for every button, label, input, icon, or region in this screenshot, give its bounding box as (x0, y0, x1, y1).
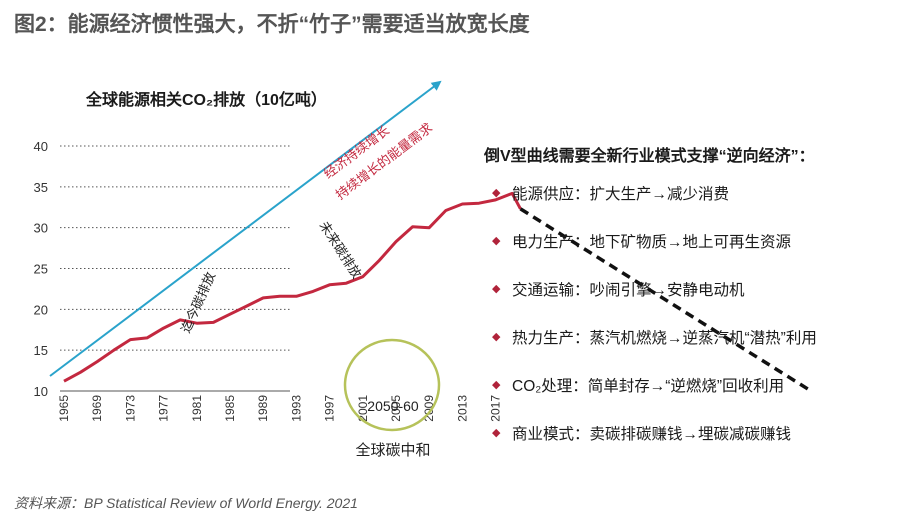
bullet-icon: ◆ (492, 331, 501, 343)
past-emissions-label: 迄今碳排放 (178, 270, 218, 335)
carbon-neutral-circle (343, 338, 441, 432)
industry-shift-list: ◆ 能源供应：扩大生产→减少消费 ◆ 电力生产：地下矿物质→地上可再生资源 ◆ 交通运… (492, 182, 817, 470)
x-tick-label: 1977 (157, 395, 171, 422)
y-tick-label: 25 (34, 262, 48, 277)
list-item-text: 电力生产：地下矿物质→地上可再生资源 (512, 234, 792, 251)
y-tick-label: 20 (34, 302, 48, 317)
future-emissions-label: 未来碳排放 (316, 218, 364, 281)
list-item: ◆ 能源供应：扩大生产→减少消费 (492, 182, 817, 230)
target-period-label: 2050-60 (367, 398, 419, 414)
x-tick-label: 2017 (489, 395, 503, 422)
right-panel-title: 倒V型曲线需要全新行业模式支撑“逆向经济”： (484, 148, 815, 165)
x-tick-label: 1981 (190, 395, 204, 422)
list-item-text: 交通运输：吵闹引擎→安静电动机 (512, 282, 745, 299)
bullet-icon: ◆ (492, 379, 501, 391)
y-tick-label: 10 (34, 384, 48, 399)
list-item-text: 商业模式：卖碳排碳赚钱→埋碳减碳赚钱 (512, 426, 792, 443)
bullet-icon: ◆ (492, 283, 501, 295)
bullet-icon: ◆ (492, 427, 501, 439)
x-tick-label: 1993 (289, 395, 303, 422)
y-tick-label: 40 (34, 139, 48, 154)
x-tick-label: 2005 (389, 395, 403, 422)
list-item: ◆ 商业模式：卖碳排碳赚钱→埋碳减碳赚钱 (492, 422, 817, 470)
y-tick-label: 35 (34, 180, 48, 195)
series-line-future-emissions (519, 207, 812, 393)
series-line-past-emissions (63, 191, 522, 383)
chart-title: 全球能源相关CO₂排放（10亿吨） (85, 90, 327, 109)
y-tick-label: 15 (34, 343, 48, 358)
x-tick-label: 1969 (90, 395, 104, 422)
list-item: ◆ 电力生产：地下矿物质→地上可再生资源 (492, 230, 817, 278)
x-tick-label: 1997 (323, 395, 337, 422)
x-tick-label: 2013 (455, 395, 469, 422)
y-tick-label: 30 (34, 221, 48, 236)
list-item-text: CO₂处理：简单封存→“逆燃烧”回收利用 (512, 378, 785, 395)
bullet-icon: ◆ (492, 187, 501, 199)
x-tick-label: 2001 (356, 395, 370, 422)
list-item: ◆ CO₂处理：简单封存→“逆燃烧”回收利用 (492, 374, 817, 422)
x-tick-label: 1965 (57, 395, 71, 422)
source-note: 资料来源：BP Statistical Review of World Ener… (14, 495, 358, 511)
x-tick-label: 1989 (256, 395, 270, 422)
list-item-text: 能源供应：扩大生产→减少消费 (512, 186, 730, 203)
x-tick-label: 1985 (223, 395, 237, 422)
list-item: ◆ 交通运输：吵闹引擎→安静电动机 (492, 278, 817, 326)
carbon-neutral-label: 全球碳中和 (355, 441, 430, 459)
list-item-text: 热力生产：蒸汽机燃烧→逆蒸汽机“潜热”利用 (512, 330, 817, 347)
page-title: 图2：能源经济惯性强大，不折“竹子”需要适当放宽长度 (14, 13, 530, 36)
list-item: ◆ 热力生产：蒸汽机燃烧→逆蒸汽机“潜热”利用 (492, 326, 817, 374)
x-tick-label: 1973 (123, 395, 137, 422)
growth-trend-arrow (49, 80, 442, 377)
bullet-icon: ◆ (492, 235, 501, 247)
